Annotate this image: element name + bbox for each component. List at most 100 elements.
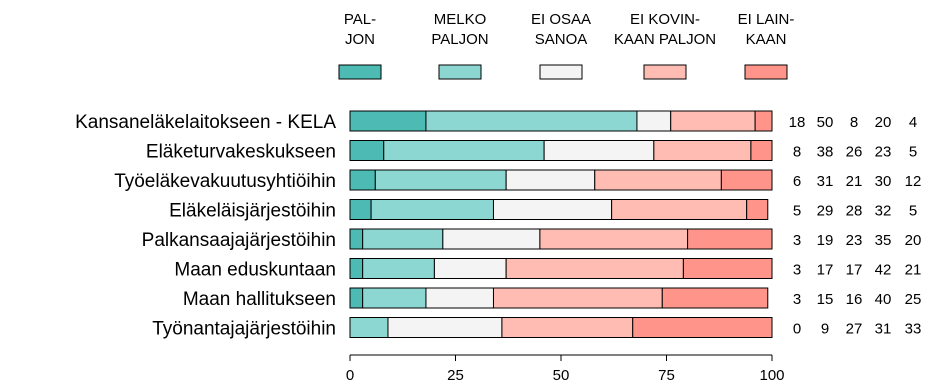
value-label-pal-jon: 6 — [793, 173, 801, 190]
bar-segment-melko-paljon — [374, 169, 507, 191]
value-label-ei-kovin-kaan-paljon: 35 — [875, 232, 892, 249]
legend-label-ei-osaa-sanoa-line-2: SANOA — [535, 31, 588, 48]
value-label-pal-jon: 18 — [789, 114, 806, 131]
x-tick-label: 100 — [759, 367, 784, 384]
legend-label-melko-paljon-line-2: PALJON — [431, 31, 488, 48]
bar-segment-ei-osaa-sanoa — [433, 258, 507, 279]
bar-segment-pal-jon — [349, 140, 385, 161]
value-label-ei-osaa-sanoa: 21 — [846, 173, 863, 190]
bar-segment-pal-jon — [349, 169, 376, 191]
value-label-pal-jon: 8 — [793, 144, 801, 161]
value-label-melko-paljon: 38 — [817, 144, 834, 161]
value-label-ei-osaa-sanoa: 16 — [846, 291, 863, 308]
value-label-ei-kovin-kaan-paljon: 30 — [875, 173, 892, 190]
bar-segment-ei-lain-kaan — [687, 228, 773, 250]
value-label-ei-lain-kaan: 5 — [909, 144, 917, 161]
value-labels: 18 50 8 20 48 38 26 23 56 31 21 30 125 29 28 32 53 19 23 35… — [789, 114, 922, 338]
bar-segment-ei-lain-kaan — [750, 140, 773, 161]
bar-segment-ei-lain-kaan — [661, 287, 769, 309]
bar-segment-ei-kovin-kaan-paljon — [670, 110, 756, 132]
value-label-ei-lain-kaan: 12 — [905, 173, 922, 190]
value-label-ei-osaa-sanoa: 27 — [846, 321, 863, 338]
bar-segment-pal-jon — [349, 110, 427, 132]
value-label-ei-lain-kaan: 5 — [909, 203, 917, 220]
value-label-melko-paljon: 9 — [821, 321, 829, 338]
legend-swatch-pal-jon — [338, 64, 382, 80]
bar-segment-ei-kovin-kaan-paljon — [492, 287, 663, 309]
value-label-ei-kovin-kaan-paljon: 42 — [875, 262, 892, 279]
value-label-ei-lain-kaan: 21 — [905, 262, 922, 279]
bar-segment-melko-paljon — [349, 317, 389, 338]
legend-label-ei-osaa-sanoa-line-1: EI OSAA — [531, 11, 591, 28]
bar-segment-pal-jon — [349, 228, 364, 250]
category-label: Työeläkevakuutusyhtiöihin — [114, 171, 336, 192]
bar-segment-ei-osaa-sanoa — [492, 199, 613, 220]
category-label: Kansaneläkelaitokseen - KELA — [75, 112, 336, 133]
value-label-pal-jon: 3 — [793, 291, 801, 308]
x-tick-label: 50 — [553, 367, 570, 384]
bar-segment-ei-lain-kaan — [682, 258, 773, 279]
bar-segment-pal-jon — [349, 199, 372, 220]
legend: PAL- JON MELKO PALJON EI OSAA SANOA EI KOVIN- K… — [338, 11, 795, 80]
category-label: Palkansaajajärjestöihin — [142, 230, 336, 251]
value-label-pal-jon: 5 — [793, 203, 801, 220]
value-label-ei-osaa-sanoa: 28 — [846, 203, 863, 220]
category-label: Maan eduskuntaan — [174, 260, 336, 281]
x-axis: 0 25 50 75 100 — [346, 354, 785, 384]
value-label-melko-paljon: 15 — [817, 291, 834, 308]
bar-segment-ei-kovin-kaan-paljon — [505, 258, 684, 279]
bar-segment-ei-kovin-kaan-paljon — [653, 140, 752, 161]
bar-segment-ei-lain-kaan — [746, 199, 769, 220]
bar-segment-melko-paljon — [362, 258, 435, 279]
value-label-melko-paljon: 19 — [817, 232, 834, 249]
bar-segment-pal-jon — [349, 287, 364, 309]
value-label-ei-lain-kaan: 20 — [905, 232, 922, 249]
x-tick-label: 25 — [447, 367, 464, 384]
legend-swatch-ei-lain-kaan — [744, 64, 788, 80]
legend-label-ei-kovin-kaan-paljon-line-1: EI KOVIN- — [630, 11, 700, 28]
value-label-ei-kovin-kaan-paljon: 40 — [875, 291, 892, 308]
legend-label-melko-paljon-line-1: MELKO — [434, 11, 487, 28]
value-label-ei-kovin-kaan-paljon: 31 — [875, 321, 892, 338]
bar-segment-ei-osaa-sanoa — [425, 287, 494, 309]
value-label-ei-kovin-kaan-paljon: 20 — [875, 114, 892, 131]
bar-segment-ei-kovin-kaan-paljon — [611, 199, 748, 220]
category-labels: Kansaneläkelaitokseen - KELA Eläketurvake… — [75, 112, 336, 340]
legend-label-pal-jon-line-1: PAL- — [344, 11, 376, 28]
bar-segment-ei-lain-kaan — [754, 110, 773, 132]
legend-label-ei-lain-kaan-line-1: EI LAIN- — [738, 11, 795, 28]
bar-segment-melko-paljon — [383, 140, 545, 161]
legend-swatch-ei-kovin-kaan-paljon — [643, 64, 687, 80]
value-label-ei-lain-kaan: 25 — [905, 291, 922, 308]
bar-segment-melko-paljon — [362, 287, 427, 309]
x-tick-label: 75 — [658, 367, 675, 384]
bar-segment-melko-paljon — [362, 228, 444, 250]
value-label-melko-paljon: 29 — [817, 203, 834, 220]
bar-segment-pal-jon — [349, 258, 364, 279]
bar-segment-ei-osaa-sanoa — [636, 110, 672, 132]
bar-segment-ei-osaa-sanoa — [442, 228, 541, 250]
value-label-ei-osaa-sanoa: 23 — [846, 232, 863, 249]
value-label-ei-lain-kaan: 33 — [905, 321, 922, 338]
bar-segment-ei-osaa-sanoa — [543, 140, 655, 161]
legend-swatch-ei-osaa-sanoa — [539, 64, 583, 80]
bar-segment-ei-lain-kaan — [632, 317, 773, 338]
value-label-ei-osaa-sanoa: 26 — [846, 144, 863, 161]
x-tick-label: 0 — [346, 367, 354, 384]
category-label: Työnantajajärjestöihin — [152, 319, 336, 340]
legend-label-ei-lain-kaan-line-2: KAAN — [746, 31, 787, 48]
bar-segment-ei-kovin-kaan-paljon — [594, 169, 722, 191]
bar-segment-ei-kovin-kaan-paljon — [501, 317, 634, 338]
value-label-ei-kovin-kaan-paljon: 23 — [875, 144, 892, 161]
bar-segment-ei-kovin-kaan-paljon — [539, 228, 689, 250]
bar-segment-ei-osaa-sanoa — [505, 169, 596, 191]
legend-label-pal-jon-line-2: JON — [345, 31, 375, 48]
value-label-pal-jon: 3 — [793, 262, 801, 279]
category-label: Eläkeläisjärjestöihin — [169, 201, 336, 222]
value-label-ei-osaa-sanoa: 8 — [850, 114, 858, 131]
bars — [349, 110, 773, 338]
value-label-pal-jon: 3 — [793, 232, 801, 249]
bar-segment-ei-lain-kaan — [720, 169, 773, 191]
category-label: Maan hallitukseen — [183, 289, 336, 310]
bar-segment-ei-osaa-sanoa — [387, 317, 503, 338]
